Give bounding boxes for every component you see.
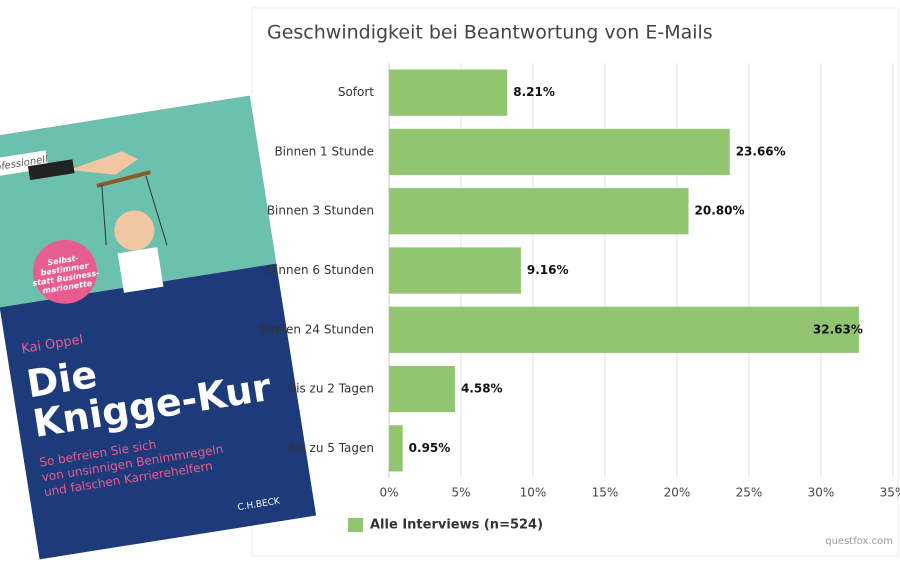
badge bbox=[32, 239, 97, 304]
bar bbox=[389, 247, 521, 294]
value-label: 20.80% bbox=[695, 204, 745, 218]
source: questfox.com bbox=[825, 536, 893, 547]
y-tick-label: Bis zu 2 Tagen bbox=[288, 382, 374, 396]
x-tick-label: 35% bbox=[880, 486, 900, 500]
y-tick-label: Binnen 1 Stunde bbox=[274, 144, 374, 158]
bar bbox=[389, 188, 689, 235]
puppet-bar bbox=[96, 170, 151, 188]
x-tick-label: 5% bbox=[451, 486, 470, 500]
legend-swatch bbox=[348, 518, 363, 532]
bar bbox=[389, 128, 730, 176]
puppet-body bbox=[117, 247, 164, 293]
chart-title: Geschwindigkeit bei Beantwortung von E-M… bbox=[267, 22, 713, 44]
hand bbox=[69, 151, 139, 175]
x-tick-label: 20% bbox=[664, 486, 691, 500]
value-label: 8.21% bbox=[513, 85, 555, 99]
book-cover: professionell Selbst-bestimmerstatt Busi… bbox=[0, 95, 317, 560]
sleeve bbox=[27, 159, 75, 181]
x-tick-label: 25% bbox=[736, 486, 763, 500]
x-tick-label: 15% bbox=[592, 486, 619, 500]
y-tick-label: Binnen 3 Stunden bbox=[267, 204, 374, 218]
y-tick-label: Sofort bbox=[338, 85, 374, 99]
bar bbox=[389, 69, 508, 116]
bar bbox=[389, 365, 455, 413]
x-tick-label: 0% bbox=[379, 486, 398, 500]
bar bbox=[389, 306, 859, 353]
value-label: 0.95% bbox=[409, 441, 451, 455]
y-tick-label: Binnen 24 Stunden bbox=[259, 322, 374, 336]
series-tag bbox=[0, 150, 49, 180]
badge-text: Selbst-bestimmerstatt Business-marionett… bbox=[29, 250, 101, 296]
bar bbox=[389, 425, 403, 472]
value-label: 4.58% bbox=[461, 382, 503, 396]
x-tick-label: 30% bbox=[808, 486, 835, 500]
chart-panel bbox=[251, 7, 899, 557]
puppet-head bbox=[114, 210, 155, 251]
string bbox=[145, 175, 168, 246]
y-tick-label: Bis zu 5 Tagen bbox=[288, 441, 374, 455]
value-label: 32.63% bbox=[813, 322, 863, 336]
string bbox=[101, 184, 107, 246]
value-label: 23.66% bbox=[736, 144, 786, 158]
book-title: Die bbox=[24, 352, 100, 406]
y-tick-label: Binnen 6 Stunden bbox=[267, 263, 374, 277]
legend-label: Alle Interviews (n=524) bbox=[370, 518, 543, 533]
x-tick-label: 10% bbox=[520, 486, 547, 500]
value-label: 9.16% bbox=[527, 263, 569, 277]
